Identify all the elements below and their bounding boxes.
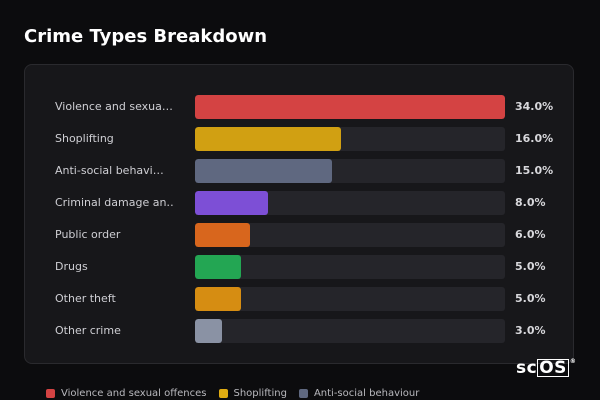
bar-row: Other crime 3.0% bbox=[25, 319, 575, 343]
scos-logo: sc OS ® bbox=[516, 358, 576, 378]
bar[interactable] bbox=[195, 191, 268, 215]
bar-label: Drugs bbox=[55, 260, 88, 273]
bar-value-label: 5.0% bbox=[515, 260, 546, 273]
bar-row: Shoplifting 16.0% bbox=[25, 127, 575, 151]
bar[interactable] bbox=[195, 127, 341, 151]
bar-row: Anti-social behavi… 15.0% bbox=[25, 159, 575, 183]
bar-track bbox=[195, 191, 505, 215]
bar-value-label: 6.0% bbox=[515, 228, 546, 241]
legend-swatch bbox=[218, 388, 228, 398]
bar-row: Criminal damage an… 8.0% bbox=[25, 191, 575, 215]
bar-label: Criminal damage an… bbox=[55, 196, 173, 209]
bar-row: Drugs 5.0% bbox=[25, 255, 575, 279]
bar-label: Anti-social behavi… bbox=[55, 164, 164, 177]
bar-track bbox=[195, 127, 505, 151]
chart-legend: Violence and sexual offences Shoplifting A… bbox=[46, 386, 431, 400]
bar-row: Public order 6.0% bbox=[25, 223, 575, 247]
bar-track bbox=[195, 255, 505, 279]
bar[interactable] bbox=[195, 255, 241, 279]
legend-swatch bbox=[46, 388, 55, 398]
logo-text-os: OS bbox=[537, 358, 569, 378]
bar[interactable] bbox=[195, 319, 222, 343]
bar-label: Violence and sexua… bbox=[55, 100, 173, 113]
legend-item[interactable]: Anti-social behaviour bbox=[298, 387, 420, 399]
bar[interactable] bbox=[195, 223, 250, 247]
bar-value-label: 5.0% bbox=[515, 292, 546, 305]
bar-value-label: 8.0% bbox=[515, 196, 546, 209]
legend-item[interactable]: Violence and sexual offences bbox=[46, 388, 207, 399]
legend-label: Anti-social behaviour bbox=[313, 387, 420, 399]
logo-text-sc: sc bbox=[516, 358, 538, 378]
bar[interactable] bbox=[195, 159, 332, 183]
bar[interactable] bbox=[195, 287, 241, 311]
bar[interactable] bbox=[195, 95, 505, 119]
bar-value-label: 3.0% bbox=[515, 324, 546, 337]
legend-label: Shoplifting bbox=[233, 387, 287, 399]
bar-label: Other crime bbox=[55, 324, 121, 337]
bar-row: Other theft 5.0% bbox=[25, 287, 575, 311]
bar-label: Other theft bbox=[55, 292, 116, 305]
legend-item[interactable]: Shoplifting bbox=[218, 387, 287, 399]
chart-title: Crime Types Breakdown bbox=[24, 26, 268, 47]
bar-value-label: 16.0% bbox=[515, 132, 554, 145]
bar-label: Public order bbox=[55, 228, 121, 241]
bar-label: Shoplifting bbox=[55, 132, 114, 145]
legend-label: Violence and sexual offences bbox=[61, 387, 207, 399]
bar-track bbox=[195, 95, 505, 119]
bar-track bbox=[195, 159, 505, 183]
bar-value-label: 34.0% bbox=[515, 100, 554, 113]
chart-panel: Violence and sexua… 34.0% Shoplifting 16.0%… bbox=[24, 64, 574, 364]
bar-track bbox=[195, 319, 505, 343]
bar-track bbox=[195, 223, 505, 247]
registered-mark: ® bbox=[569, 358, 577, 365]
bar-row: Violence and sexua… 34.0% bbox=[25, 95, 575, 119]
legend-swatch bbox=[298, 388, 308, 398]
bar-value-label: 15.0% bbox=[515, 164, 554, 177]
bar-track bbox=[195, 287, 505, 311]
